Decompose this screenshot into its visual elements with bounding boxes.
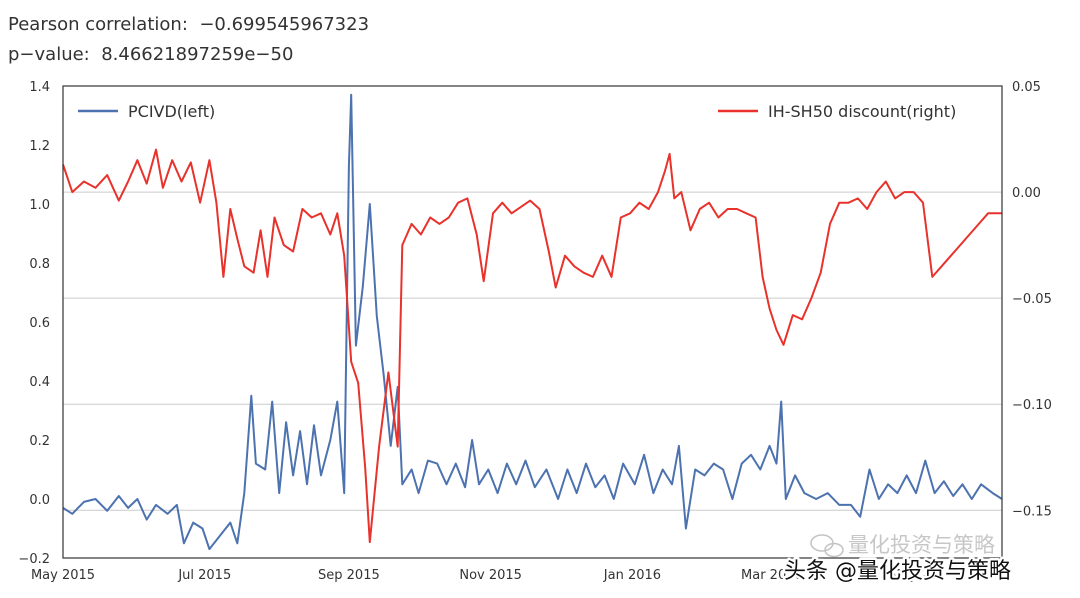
x-tick-label: Nov 2015 bbox=[459, 568, 522, 583]
series-layer bbox=[62, 93, 1003, 551]
right-tick-label: 0.05 bbox=[1012, 80, 1041, 95]
left-axis-ticks: −0.2 0.0 0.2 0.4 0.6 0.8 1.0 1.2 1.4 bbox=[18, 80, 50, 567]
right-tick-label: −0.15 bbox=[1012, 504, 1052, 519]
left-tick-label: 0.0 bbox=[29, 493, 50, 508]
watermark-light-text: 量化投资与策略 bbox=[848, 533, 995, 557]
x-tick-label: May 20 bbox=[890, 568, 938, 583]
watermark: 量化投资与策略 头条 @量化投资与策略 头条 @量化投资与策略 bbox=[782, 533, 1014, 587]
x-tick-label: May 2015 bbox=[31, 568, 95, 583]
left-tick-label: 0.4 bbox=[29, 375, 50, 390]
p-value-text: p−value: 8.46621897259e−50 bbox=[8, 44, 293, 65]
pearson-label: Pearson correlation: bbox=[8, 14, 188, 35]
pearson-value: −0.699545967323 bbox=[199, 14, 370, 35]
x-tick-label: Sep 2015 bbox=[318, 568, 380, 583]
left-tick-label: 1.4 bbox=[29, 80, 50, 95]
x-tick-label: Mar 2016 bbox=[741, 568, 803, 583]
legend-left-label: PCIVD(left) bbox=[128, 102, 215, 121]
left-tick-label: −0.2 bbox=[18, 552, 50, 567]
right-axis-ticks: 0.05 0.00 −0.05 −0.10 −0.15 bbox=[1012, 80, 1052, 519]
wechat-icon bbox=[810, 534, 844, 558]
left-tick-label: 0.8 bbox=[29, 257, 50, 272]
series-line-ih-sh50-discount bbox=[62, 148, 1002, 544]
legend-right: IH-SH50 discount(right) bbox=[718, 102, 956, 121]
legend-left: PCIVD(left) bbox=[78, 102, 215, 121]
left-tick-label: 1.0 bbox=[29, 198, 50, 213]
right-tick-label: −0.10 bbox=[1012, 398, 1052, 413]
p-value-label: p−value: bbox=[8, 44, 90, 65]
left-tick-label: 1.2 bbox=[29, 139, 50, 154]
right-tick-label: −0.05 bbox=[1012, 292, 1052, 307]
left-tick-label: 0.6 bbox=[29, 316, 50, 331]
series-line-pcivd bbox=[62, 93, 1003, 551]
watermark-dark-text-halo: 头条 @量化投资与策略 bbox=[784, 559, 1011, 584]
right-tick-label: 0.00 bbox=[1012, 186, 1041, 201]
left-tick-label: 0.2 bbox=[29, 434, 50, 449]
x-tick-label: Jul 2015 bbox=[177, 568, 231, 583]
watermark-dark-text: 头条 @量化投资与策略 bbox=[784, 559, 1011, 584]
plot-frame bbox=[62, 85, 1003, 559]
p-value-value: 8.46621897259e−50 bbox=[101, 44, 294, 65]
gridlines bbox=[63, 191, 1002, 511]
legend-right-label: IH-SH50 discount(right) bbox=[768, 102, 956, 121]
x-axis-ticks: May 2015 Jul 2015 Sep 2015 Nov 2015 Jan 2016… bbox=[31, 568, 938, 583]
pearson-correlation-text: Pearson correlation: −0.699545967323 bbox=[8, 14, 369, 35]
x-tick-label: Jan 2016 bbox=[603, 568, 661, 583]
